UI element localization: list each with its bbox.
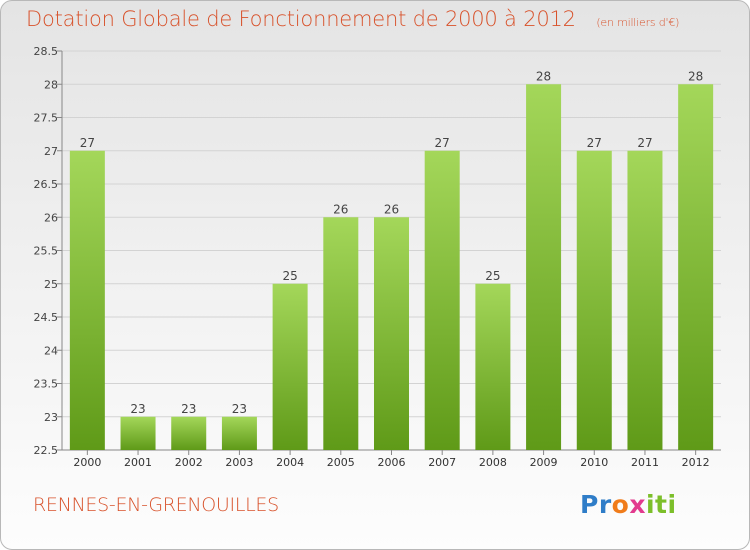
y-tick-label: 25 — [44, 278, 58, 291]
bar — [424, 150, 460, 450]
y-tick-labels: 22.5 23 23.5 24 24.5 25 25.5 26 26.5 27 27.5 28 28.5 — [34, 45, 59, 457]
x-tick-labels: 2000 2001 2002 2003 2004 2005 2006 2007 2008 2009… — [73, 450, 710, 469]
bar-value-label: 28 — [536, 69, 551, 83]
chart-title-text: Dotation Globale de Fonctionnement de 20… — [26, 7, 576, 31]
bar — [627, 150, 663, 450]
bar — [374, 217, 409, 450]
bar — [526, 84, 562, 450]
x-tick-label: 2010 — [580, 456, 608, 469]
bar-value-label: 26 — [384, 202, 399, 216]
bar-value-label: 23 — [130, 402, 145, 416]
x-tick-label: 2006 — [378, 456, 406, 469]
bar — [475, 283, 511, 450]
y-tick-label: 23 — [44, 411, 58, 424]
y-tick-label: 28.5 — [34, 45, 59, 58]
proxiti-logo: Proxiti — [580, 490, 677, 519]
x-tick-label: 2003 — [225, 456, 253, 469]
y-tick-label: 25.5 — [34, 245, 59, 258]
bar-value-label: 23 — [181, 402, 196, 416]
bars — [69, 84, 714, 450]
data-labels: 27 23 23 23 25 26 26 27 25 28 27 27 28 — [80, 69, 704, 416]
x-tick-label: 2000 — [73, 456, 101, 469]
y-tick-label: 22.5 — [34, 444, 59, 457]
bar-value-label: 27 — [637, 136, 652, 150]
y-tick-label: 28 — [44, 78, 58, 91]
bar — [69, 150, 105, 450]
bar-value-label: 25 — [485, 269, 500, 283]
bar-value-label: 27 — [435, 136, 450, 150]
bar-value-label: 27 — [587, 136, 602, 150]
bar — [120, 416, 156, 450]
bar-value-label: 28 — [688, 69, 703, 83]
x-tick-label: 2008 — [479, 456, 507, 469]
y-tick-label: 26.5 — [34, 178, 59, 191]
x-tick-label: 2012 — [682, 456, 710, 469]
bar-value-label: 25 — [282, 269, 297, 283]
bar — [323, 217, 359, 450]
y-tick-label: 23.5 — [34, 378, 59, 391]
x-tick-label: 2007 — [428, 456, 456, 469]
x-tick-label: 2001 — [124, 456, 152, 469]
x-tick-label: 2002 — [175, 456, 203, 469]
y-tick-label: 24.5 — [34, 311, 59, 324]
y-tick-label: 27.5 — [34, 112, 59, 125]
x-tick-label: 2004 — [276, 456, 304, 469]
chart-title: Dotation Globale de Fonctionnement de 20… — [26, 7, 679, 31]
chart-unit-note: (en milliers d'€) — [596, 16, 680, 29]
bar — [171, 416, 207, 450]
bar — [221, 416, 257, 450]
y-tick-label: 24 — [44, 344, 58, 357]
bar-value-label: 27 — [80, 136, 95, 150]
x-tick-label: 2005 — [327, 456, 355, 469]
bar — [678, 84, 714, 450]
bar — [576, 150, 612, 450]
y-tick-label: 26 — [44, 211, 58, 224]
y-tick-label: 27 — [44, 145, 58, 158]
x-tick-label: 2011 — [631, 456, 659, 469]
bar — [272, 283, 308, 450]
bar-value-label: 23 — [232, 402, 247, 416]
bar-value-label: 26 — [333, 202, 348, 216]
x-tick-label: 2009 — [530, 456, 558, 469]
commune-name: RENNES-EN-GRENOUILLES — [33, 494, 279, 516]
